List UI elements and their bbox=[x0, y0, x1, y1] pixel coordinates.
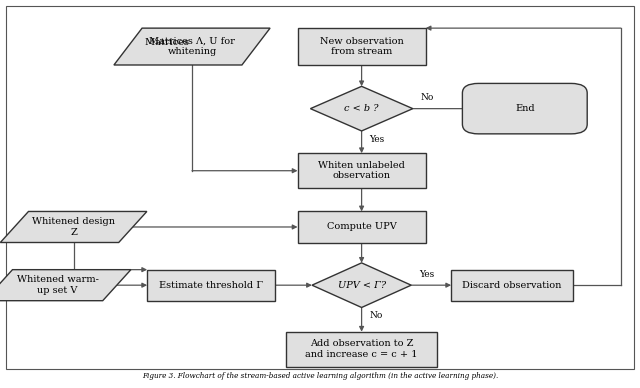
FancyBboxPatch shape bbox=[298, 211, 426, 242]
Text: Compute UPV: Compute UPV bbox=[327, 222, 396, 232]
Text: Whiten unlabeled
observation: Whiten unlabeled observation bbox=[318, 161, 405, 180]
Polygon shape bbox=[1, 211, 147, 242]
FancyBboxPatch shape bbox=[298, 153, 426, 188]
Text: UPV < Γ?: UPV < Γ? bbox=[337, 281, 386, 290]
FancyBboxPatch shape bbox=[147, 270, 275, 301]
Text: Figure 3. Flowchart of the stream-based active learning algorithm (in the active: Figure 3. Flowchart of the stream-based … bbox=[142, 372, 498, 380]
Polygon shape bbox=[0, 270, 131, 301]
Polygon shape bbox=[312, 263, 412, 307]
Text: c < b ?: c < b ? bbox=[344, 104, 379, 113]
FancyBboxPatch shape bbox=[298, 28, 426, 65]
Text: New observation
from stream: New observation from stream bbox=[320, 37, 403, 56]
FancyBboxPatch shape bbox=[462, 83, 588, 134]
Polygon shape bbox=[114, 28, 270, 65]
Polygon shape bbox=[310, 86, 413, 131]
Text: Whitened design
Z: Whitened design Z bbox=[32, 217, 115, 237]
Text: Estimate threshold Γ: Estimate threshold Γ bbox=[159, 281, 263, 290]
Text: Matrices: Matrices bbox=[145, 38, 192, 47]
FancyBboxPatch shape bbox=[451, 270, 573, 301]
Text: Whitened warm-
up set V: Whitened warm- up set V bbox=[17, 275, 99, 295]
Text: Add observation to Z
and increase c = c + 1: Add observation to Z and increase c = c … bbox=[305, 340, 418, 359]
Text: Matrices Λ, U for
whitening: Matrices Λ, U for whitening bbox=[149, 37, 235, 56]
Text: No: No bbox=[420, 93, 434, 102]
Text: No: No bbox=[369, 311, 383, 320]
FancyBboxPatch shape bbox=[287, 332, 436, 367]
Text: Yes: Yes bbox=[419, 270, 434, 279]
Text: End: End bbox=[515, 104, 534, 113]
Text: Yes: Yes bbox=[369, 135, 385, 144]
Text: Discard observation: Discard observation bbox=[462, 281, 562, 290]
